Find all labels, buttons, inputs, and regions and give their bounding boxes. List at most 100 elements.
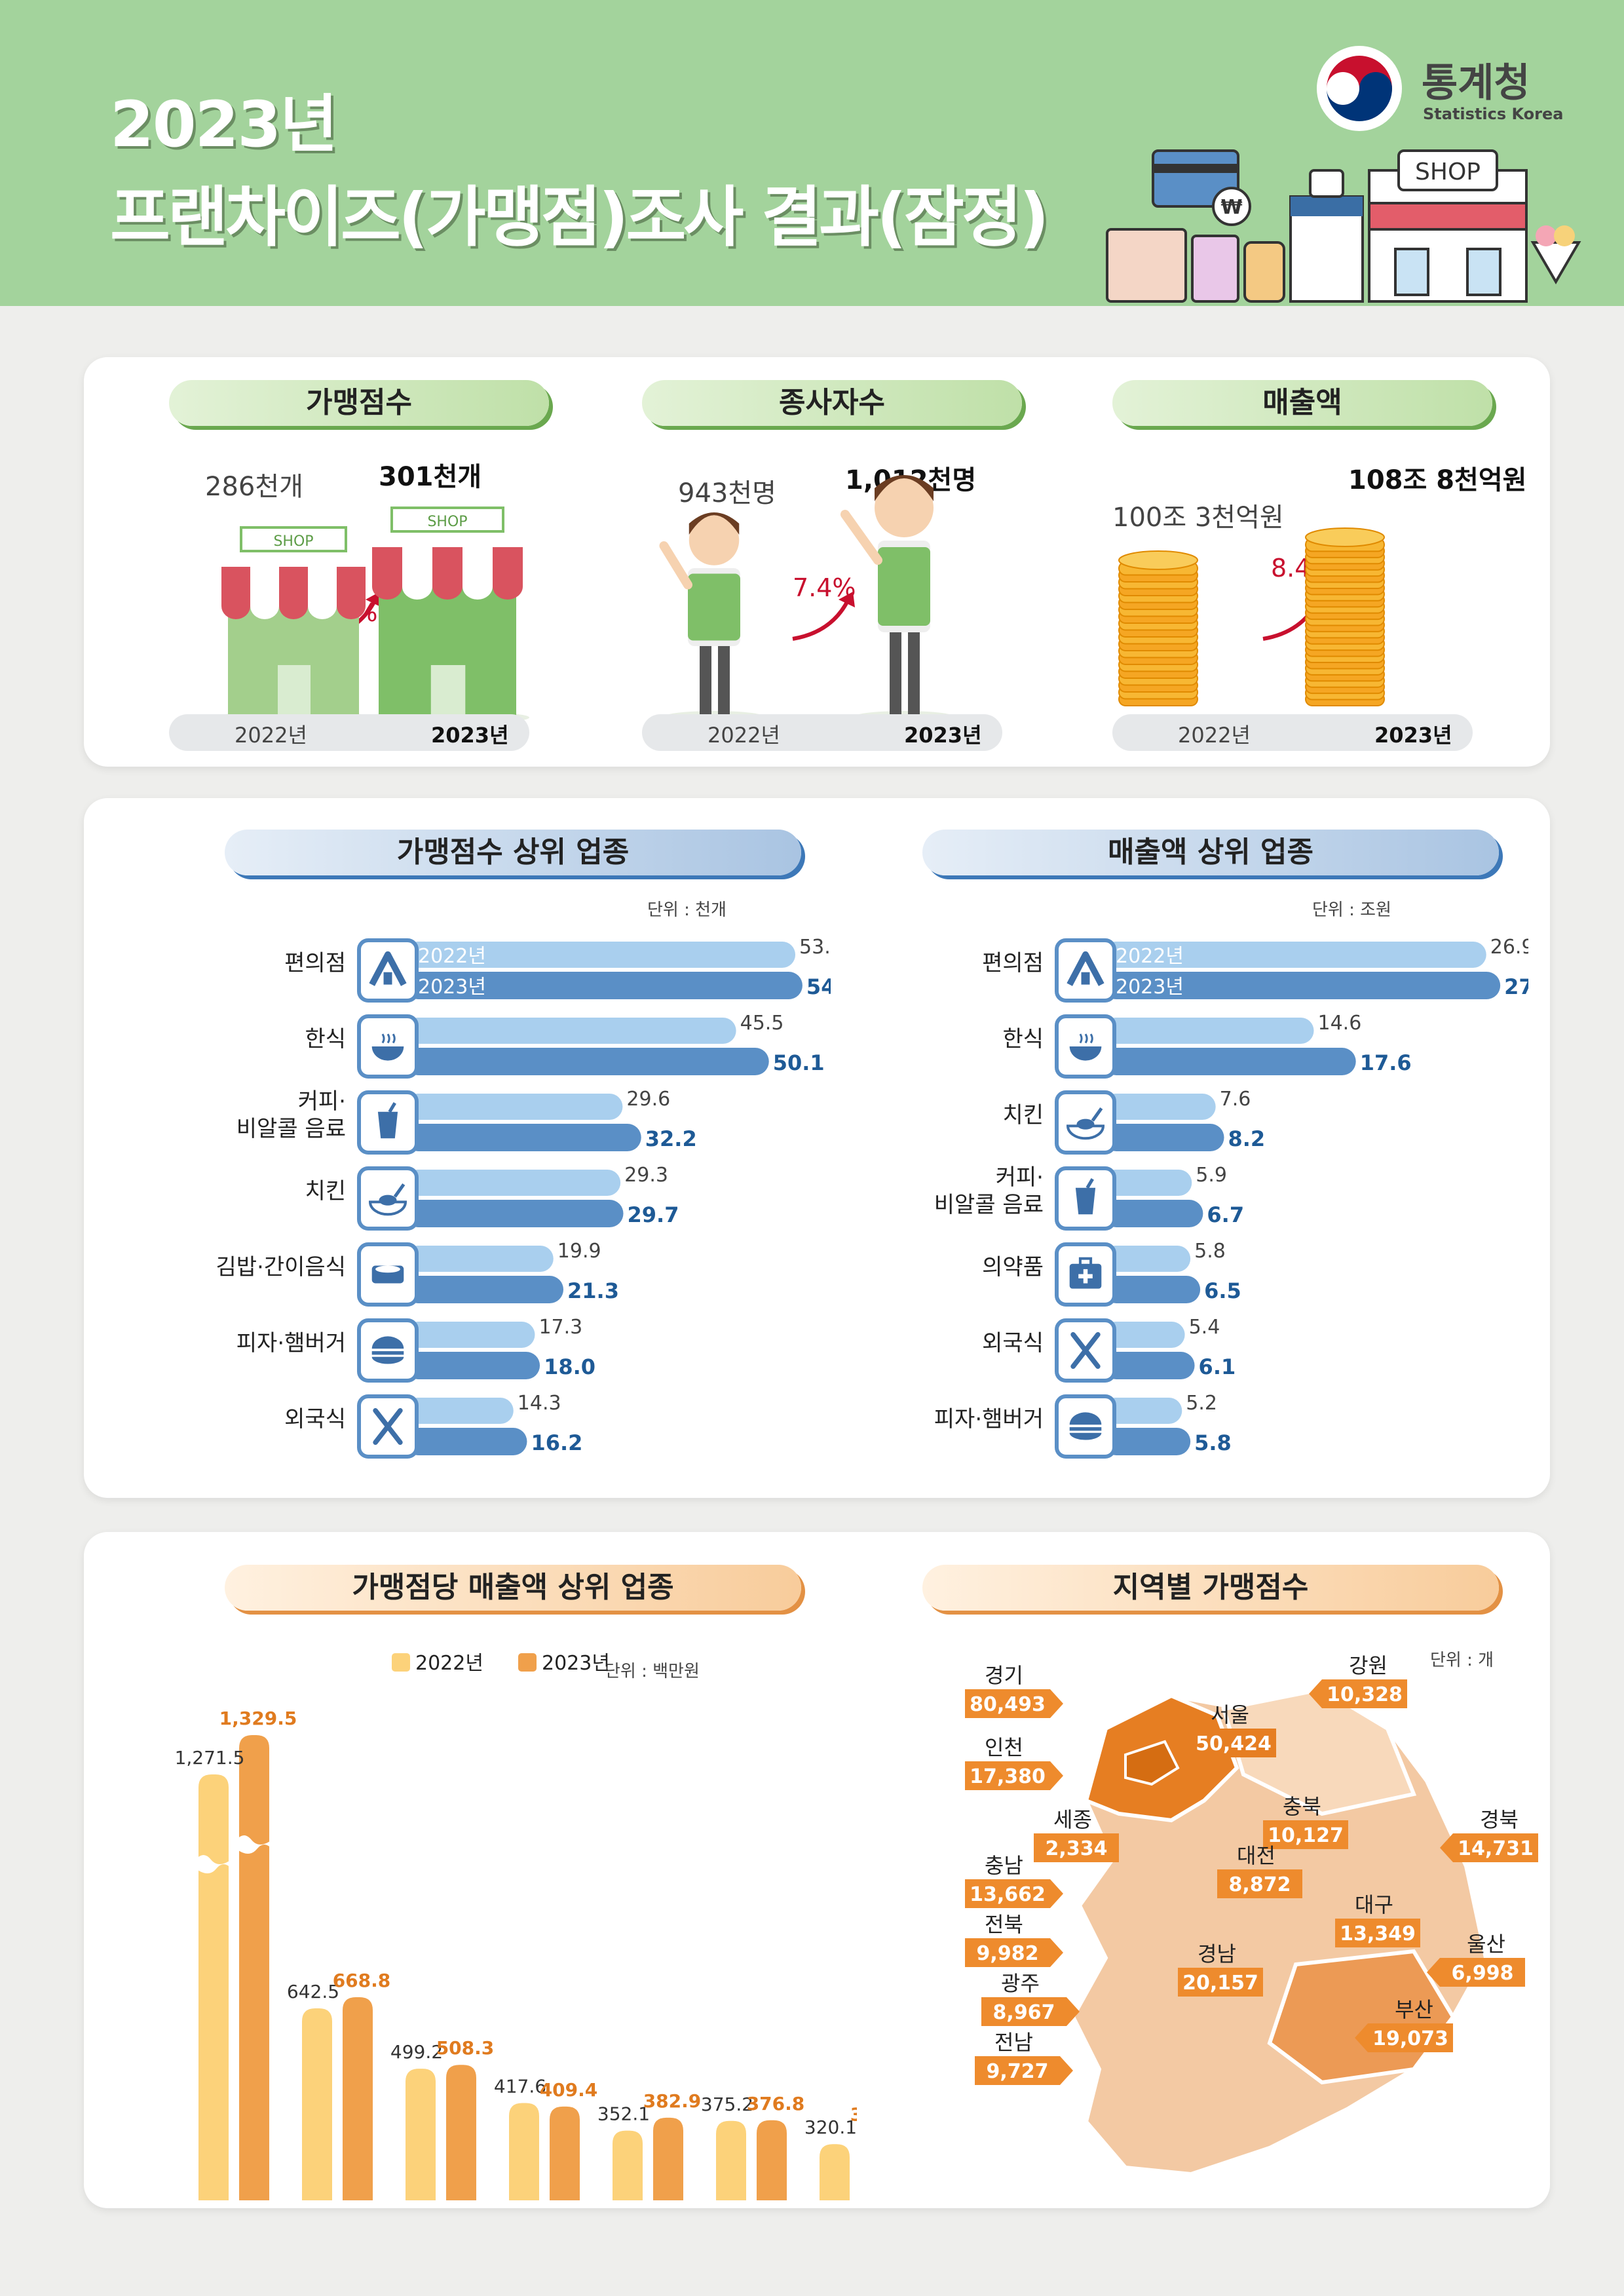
page-title: 프랜차이즈(가맹점)조사 결과(잠정): [110, 179, 1049, 256]
bar-prev: [405, 1246, 554, 1272]
region-name: 경북: [1480, 1807, 1519, 1832]
value-label-prev: 5.9: [1196, 1164, 1227, 1187]
region-value-tag: [965, 1938, 1063, 1967]
region-label: 서울 50,424: [1191, 1702, 1276, 1757]
region-value: 20,157: [1182, 1972, 1258, 1995]
region-name: 경기: [985, 1663, 1023, 1688]
value-label-prev: 499.2: [390, 2041, 443, 2063]
region-label: 충북 10,127: [1263, 1794, 1348, 1849]
region-label: 경남 20,157: [1178, 1942, 1263, 1997]
gimbap-icon: [371, 1265, 404, 1284]
column-curr: [239, 1735, 269, 2200]
value-label-prev: 45.5: [740, 1012, 784, 1035]
map-seoul: [1124, 1740, 1180, 1786]
bar-curr: [1103, 1352, 1195, 1379]
bar-prev: [1103, 1322, 1185, 1348]
region-value-tag: [1309, 1679, 1407, 1708]
region-value: 10,328: [1327, 1683, 1403, 1706]
legend-prev: 2022년: [418, 945, 486, 968]
column-curr: [343, 1997, 373, 2200]
year-curr-label: 2023년: [904, 723, 982, 748]
bar-prev: [1103, 942, 1486, 968]
summary-curr-value: 301천개: [379, 462, 482, 492]
region-value: 8,967: [993, 2001, 1055, 2024]
summary-title: 종사자수: [642, 380, 1022, 426]
region-name: 충남: [985, 1853, 1023, 1878]
year-prev-label: 2022년: [1178, 723, 1251, 748]
value-label-curr: 350.9: [850, 2103, 857, 2125]
bar-prev: [405, 1322, 535, 1348]
summary-curr-value: 108조 8천억원: [1348, 465, 1527, 495]
region-value: 19,073: [1372, 2027, 1448, 2050]
bar-curr: [405, 1428, 527, 1455]
category-label: 커피· 비알콜 음료: [236, 1088, 346, 1142]
bar-prev: [1103, 1094, 1216, 1120]
coffee-icon: [1075, 1178, 1096, 1215]
regional-map: 경기 80,493 인천 17,380 서울 50,424 강원 10,328 충북 10,127…: [965, 1653, 1538, 2177]
value-label-prev: 5.4: [1189, 1316, 1220, 1339]
value-label-curr: 6.1: [1199, 1354, 1236, 1379]
category-label: 한식: [305, 1026, 346, 1052]
year-curr-label: 2023년: [1374, 723, 1452, 748]
value-label-curr: 54.8: [806, 974, 831, 999]
category-label: 피자·햄버거: [236, 1330, 346, 1356]
category-label: 편의점: [982, 950, 1044, 976]
bar-curr: [1103, 1200, 1203, 1227]
region-label: 경북 14,731: [1440, 1807, 1538, 1862]
year-curr-label: 2023년: [431, 723, 509, 748]
region-label: 인천 17,380: [965, 1735, 1063, 1790]
year-prev-label: 2022년: [235, 723, 307, 748]
value-label-curr: 1,329.5: [219, 1708, 297, 1729]
value-label-prev: 375.2: [701, 2094, 753, 2115]
region-value-tag: [1217, 1869, 1302, 1898]
value-label-prev: 29.6: [626, 1088, 670, 1111]
category-label: 피자·햄버거: [934, 1406, 1044, 1432]
bar-curr: [1103, 1276, 1201, 1303]
region-value: 50,424: [1196, 1732, 1272, 1755]
chart-title-stores: 가맹점수 상위 업종: [225, 830, 801, 875]
region-label: 울산 6,998: [1427, 1932, 1525, 1987]
value-label-prev: 53.8: [799, 936, 831, 959]
bar-prev: [405, 1018, 736, 1044]
column-prev: [716, 2120, 746, 2200]
coffee-icon: [377, 1102, 398, 1139]
convenience-store-icon: [369, 951, 407, 986]
region-value: 9,727: [987, 2060, 1049, 2083]
region-value: 8,872: [1229, 1873, 1291, 1896]
region-name: 경남: [1198, 1942, 1236, 1966]
logo-subtext: Statistics Korea: [1423, 105, 1564, 123]
summary-prev-value: 286천개: [205, 472, 303, 502]
value-label-curr: 409.4: [540, 2079, 598, 2101]
category-label: 외국식: [284, 1406, 346, 1432]
bar-curr: [1103, 1048, 1356, 1075]
value-label-curr: 6.5: [1204, 1278, 1241, 1303]
region-value-tag: [1355, 2023, 1453, 2052]
value-label-prev: 7.6: [1220, 1088, 1251, 1111]
bar-prev: [1103, 1170, 1192, 1196]
chart-title-sales: 매출액 상위 업종: [922, 830, 1499, 875]
legend-prev: 2022년: [415, 1652, 483, 1675]
chart-title-regional: 지역별 가맹점수: [922, 1565, 1499, 1611]
region-label: 전북 9,982: [965, 1912, 1063, 1967]
value-label-prev: 29.3: [624, 1164, 668, 1187]
legend-swatch-prev: [392, 1653, 410, 1672]
region-value: 17,380: [970, 1765, 1046, 1788]
region-label: 대전 8,872: [1217, 1843, 1302, 1898]
region-label: 강원 10,328: [1309, 1653, 1407, 1708]
column-prev: [613, 2130, 643, 2200]
icon-box: [357, 1318, 419, 1383]
region-name: 서울: [1211, 1702, 1249, 1727]
value-label-curr: 29.7: [628, 1202, 679, 1227]
region-name: 전북: [985, 1912, 1023, 1937]
bar-curr: [405, 1276, 564, 1303]
axis-break-mark: [236, 1835, 272, 1854]
region-name: 대전: [1237, 1843, 1275, 1868]
value-label-curr: 508.3: [436, 2037, 495, 2059]
value-label-prev: 5.2: [1186, 1392, 1217, 1415]
unit-label-stores: 단위 : 천개: [647, 900, 727, 920]
bar-curr: [405, 1124, 641, 1151]
year-prev-label: 2022년: [708, 723, 780, 748]
icon-box: [357, 938, 419, 1003]
